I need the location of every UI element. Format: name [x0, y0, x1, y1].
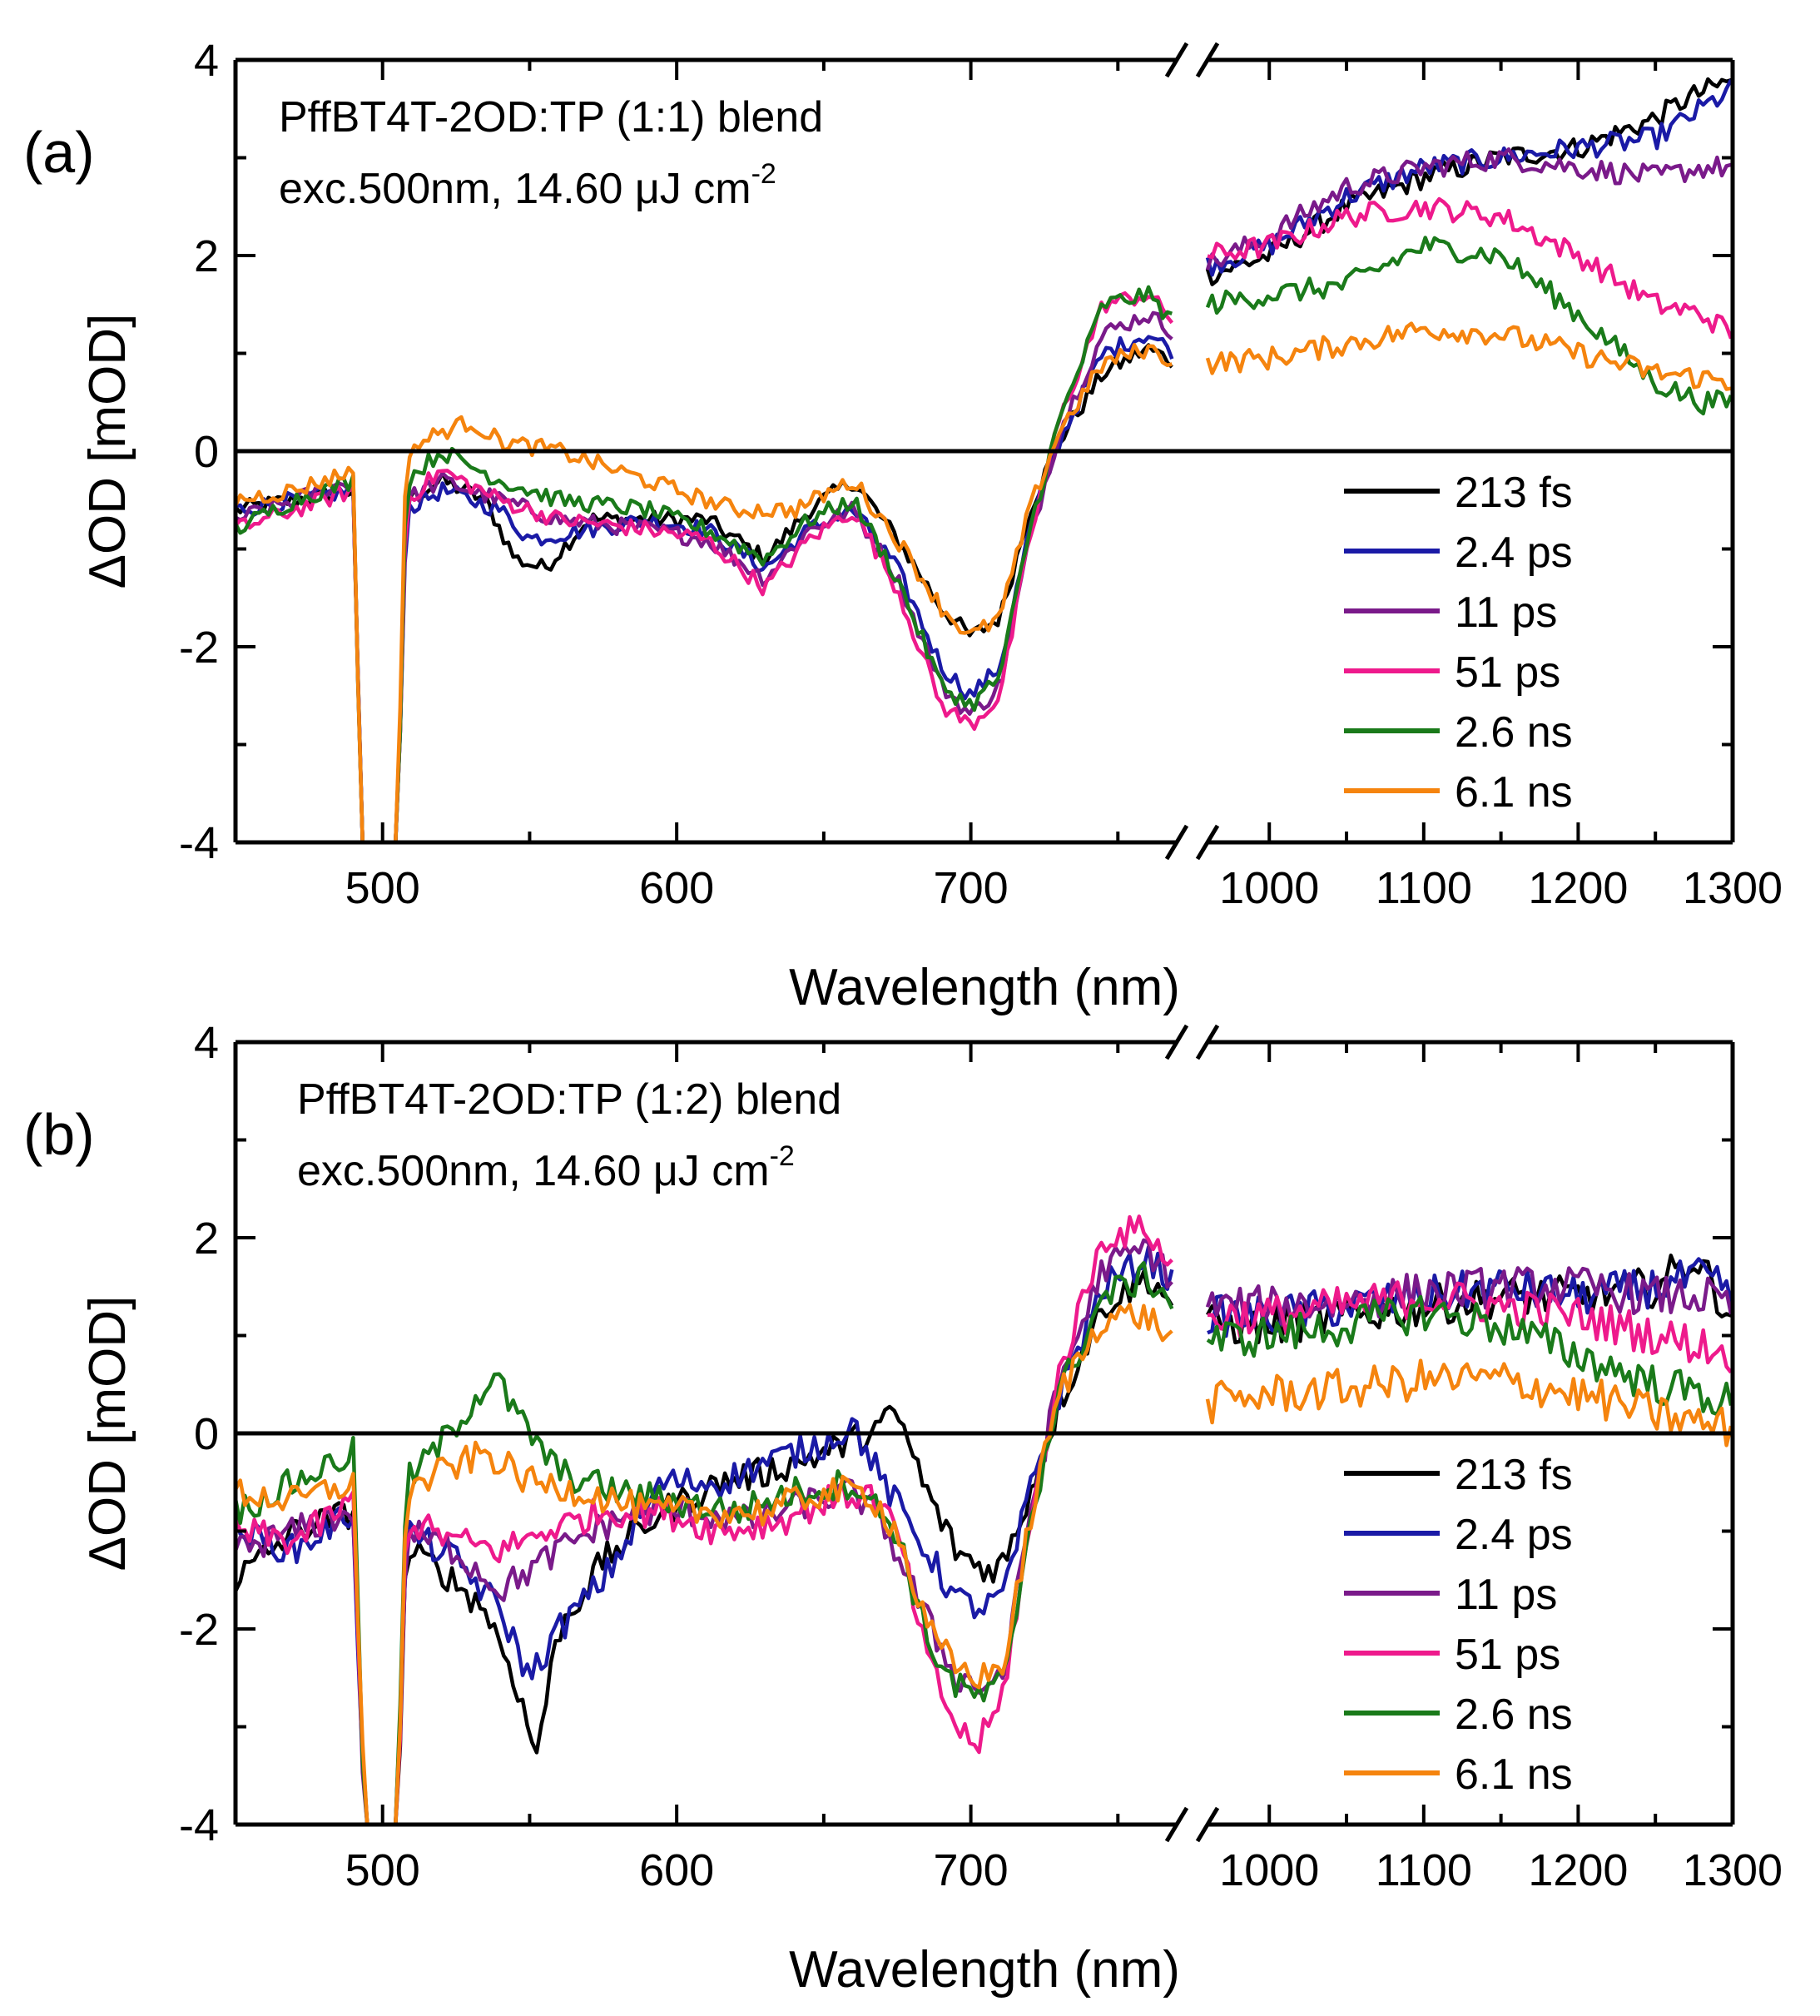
annotation-superscript: -2: [770, 1140, 795, 1172]
annotation-sample: PffBT4T-2OD:TP (1:1) blend: [279, 93, 823, 142]
y-tick-label: 2: [194, 1214, 219, 1264]
series-line-2_6-ns-seg2: [1206, 1294, 1733, 1417]
y-tick-label: 4: [194, 36, 219, 86]
legend-label: 51 ps: [1455, 1631, 1560, 1679]
series-line-6_1-ns-seg1: [236, 1303, 1173, 1825]
x-tick-label: 1300: [1683, 863, 1783, 913]
series-line-6_1-ns-seg1: [236, 343, 1173, 842]
axis-break-mark: [1195, 1806, 1220, 1843]
y-tick-label: -4: [179, 818, 219, 868]
series-line-213-fs-seg2: [1205, 77, 1732, 286]
series-line-51-ps-seg1: [236, 290, 1174, 842]
series-line-6_1-ns-seg2: [1205, 321, 1732, 391]
legend-label: 51 ps: [1455, 648, 1560, 697]
plot-area: [236, 1214, 1733, 1825]
series-line-2_4-ps-seg2: [1205, 78, 1733, 277]
axis-break-mark: [1164, 824, 1189, 861]
annotation-excitation: exc.500nm, 14.60 μJ cm-2: [297, 1140, 795, 1195]
series-line-2_4-ps-seg1: [236, 1244, 1174, 1825]
axis-break-mark: [1164, 1806, 1189, 1843]
legend-label: 2.6 ns: [1455, 708, 1573, 757]
series-line-213-fs-seg1: [236, 1269, 1174, 1825]
chart-panel-b: 4 2 0 -2 -4 500 600 700 1000 1100 1200 1300 Waveleng…: [23, 1018, 1783, 1999]
x-tick-label: 1000: [1219, 863, 1319, 913]
y-tick-label: 0: [194, 1409, 219, 1459]
series-line-11-ps-seg1: [236, 310, 1173, 842]
legend-label: 213 fs: [1455, 469, 1573, 517]
series-line-51-ps-seg2: [1207, 1280, 1733, 1374]
series-line-2_6-ns-seg1: [236, 1260, 1174, 1825]
legend-label: 2.6 ns: [1455, 1691, 1573, 1739]
series-line-51-ps-seg2: [1207, 196, 1733, 340]
x-tick-label: 600: [639, 1845, 714, 1895]
series-line-6_1-ns-seg2: [1205, 1358, 1733, 1447]
x-tick-label: 1200: [1528, 1845, 1628, 1895]
series-line-213-fs-seg1: [236, 343, 1173, 842]
x-axis-title: Wavelength (nm): [789, 959, 1180, 1016]
annotation-superscript: -2: [751, 158, 776, 190]
annotation-excitation: exc.500nm, 14.60 μJ cm-2: [279, 158, 776, 213]
x-tick-label: 1100: [1376, 863, 1472, 913]
legend-label: 6.1 ns: [1455, 768, 1573, 817]
series-line-11-ps-seg2: [1205, 1266, 1733, 1327]
legend-label: 2.4 ps: [1455, 529, 1573, 577]
axis-break-mark: [1195, 1024, 1220, 1060]
x-axis-title: Wavelength (nm): [789, 1941, 1180, 1999]
x-tick-label: 700: [934, 1845, 1009, 1895]
y-tick-label: 4: [194, 1018, 219, 1068]
y-axis-title: ΔOD [mOD]: [79, 1296, 136, 1572]
legend-label: 11 ps: [1455, 588, 1557, 637]
plot-area: [236, 77, 1733, 842]
panel-label: (b): [23, 1102, 95, 1167]
x-tick-label: 1000: [1219, 1845, 1319, 1895]
axis-break-mark: [1164, 42, 1189, 78]
y-tick-label: -4: [179, 1800, 219, 1850]
x-tick-label: 500: [345, 1845, 420, 1895]
legend-label: 2.4 ps: [1455, 1511, 1573, 1559]
axis-break-mark: [1164, 1024, 1189, 1060]
y-tick-label: 0: [194, 427, 219, 477]
legend-label: 6.1 ns: [1455, 1750, 1573, 1799]
y-tick-label: 2: [194, 231, 219, 281]
series-line-2_6-ns-seg2: [1205, 236, 1733, 416]
series-line-2_4-ps-seg1: [236, 335, 1174, 842]
axis-break-mark: [1195, 824, 1220, 861]
legend-label: 213 fs: [1455, 1451, 1573, 1499]
x-tick-label: 500: [345, 863, 420, 913]
x-tick-label: 700: [934, 863, 1009, 913]
y-tick-label: -2: [179, 1605, 219, 1655]
series-line-11-ps-seg2: [1205, 146, 1732, 271]
series-line-2_6-ns-seg1: [236, 285, 1173, 842]
x-tick-label: 1100: [1376, 1845, 1472, 1895]
chart-panel-a: 4 2 0 -2 -4 500 600 700 1000 1100 1200 1300 Waveleng…: [23, 36, 1783, 1016]
axis-break-mark: [1195, 42, 1220, 78]
annotation-sample: PffBT4T-2OD:TP (1:2) blend: [297, 1075, 841, 1124]
x-tick-label: 1200: [1528, 863, 1628, 913]
panel-label: (a): [23, 120, 95, 185]
legend-label: 11 ps: [1455, 1571, 1557, 1619]
y-axis-title: ΔOD [mOD]: [79, 314, 136, 589]
x-tick-label: 1300: [1683, 1845, 1783, 1895]
y-tick-label: -2: [179, 623, 219, 673]
x-tick-label: 600: [639, 863, 714, 913]
